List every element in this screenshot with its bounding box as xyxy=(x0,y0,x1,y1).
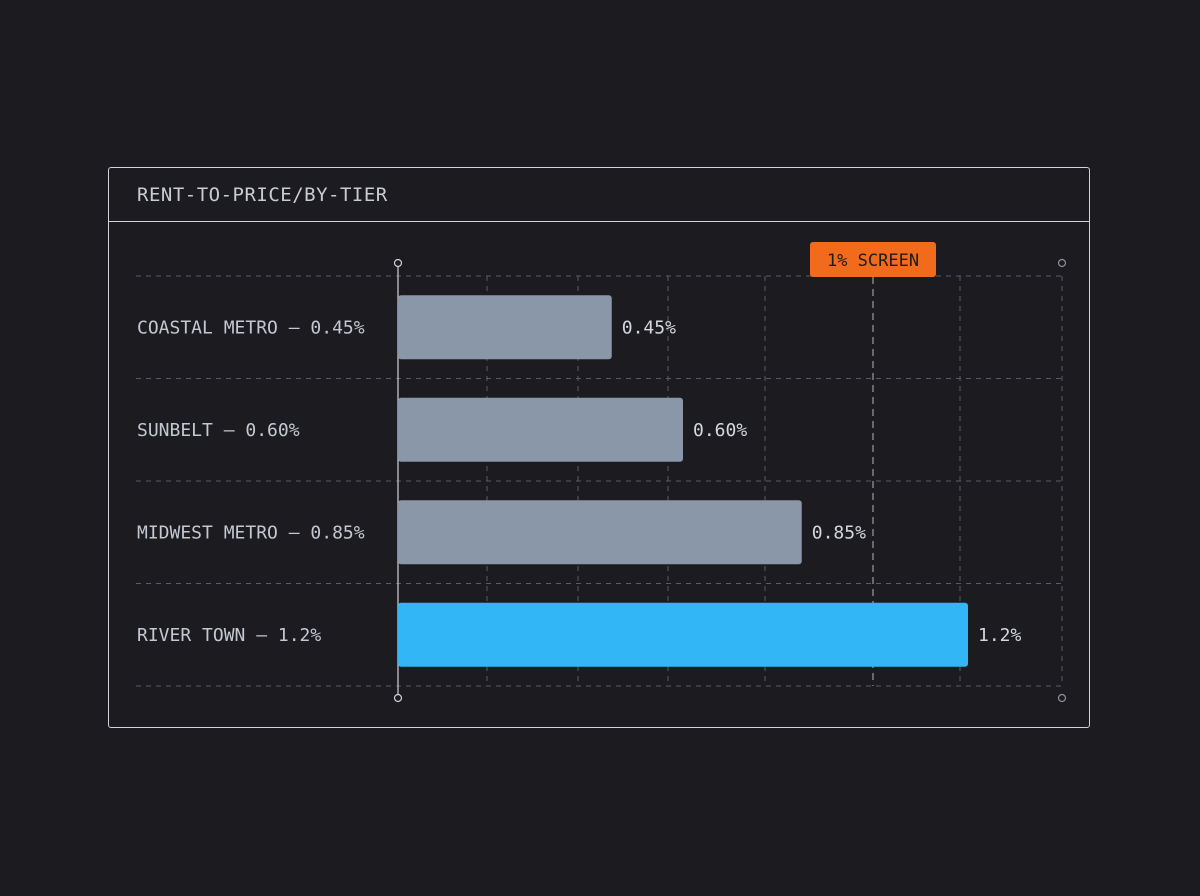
panel-title: RENT-TO-PRICE/BY-TIER xyxy=(109,168,1089,222)
chart-labels: COASTAL METRO — 0.45% 0.45% SUNBELT — 0.60… xyxy=(137,317,1022,646)
reference-badge: 1% SCREEN xyxy=(810,242,936,277)
category-label: RIVER TOWN — 1.2% xyxy=(137,625,321,646)
bar xyxy=(398,500,802,565)
category-label: MIDWEST METRO — 0.85% xyxy=(137,522,365,543)
reference-line-label: 1% SCREEN xyxy=(827,251,919,271)
corner-dot xyxy=(1057,693,1067,703)
data-label: 1.2% xyxy=(978,625,1022,646)
bar xyxy=(398,602,968,667)
bar xyxy=(398,295,612,360)
category-label: COASTAL METRO — 0.45% xyxy=(137,317,365,338)
chart-panel: RENT-TO-PRICE/BY-TIER xyxy=(108,167,1090,728)
chart-bars xyxy=(398,295,968,667)
badge-background xyxy=(810,242,936,277)
axis-endpoint-dot xyxy=(393,258,403,268)
bar xyxy=(398,397,683,462)
data-label: 0.60% xyxy=(693,420,747,441)
corner-dot xyxy=(1057,258,1067,268)
data-label: 0.85% xyxy=(812,522,866,543)
axis-endpoint-dot xyxy=(393,693,403,703)
category-label: SUNBELT — 0.60% xyxy=(137,420,300,441)
data-label: 0.45% xyxy=(622,317,676,338)
